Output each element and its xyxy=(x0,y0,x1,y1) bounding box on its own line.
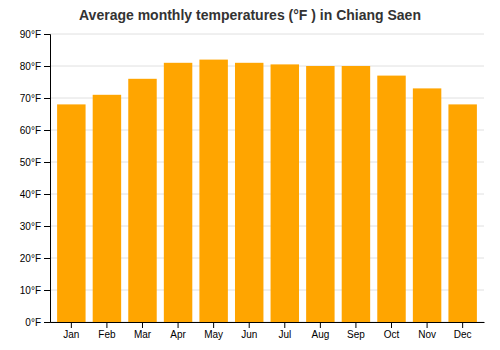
y-tick-mark xyxy=(44,162,50,163)
bar xyxy=(93,95,121,322)
y-tick-label: 20°F xyxy=(20,253,41,264)
y-tick: 90°F xyxy=(20,29,50,40)
grid-line xyxy=(50,34,484,35)
y-tick-label: 30°F xyxy=(20,221,41,232)
bars xyxy=(57,60,477,322)
x-tick-label: Jun xyxy=(241,329,257,340)
y-tick-label: 50°F xyxy=(20,157,41,168)
x-tick-mark xyxy=(71,322,72,328)
bar xyxy=(57,104,85,322)
y-tick: 30°F xyxy=(20,221,50,232)
x-tick-mark xyxy=(427,322,428,328)
bar xyxy=(235,63,263,322)
y-tick: 10°F xyxy=(20,285,50,296)
y-tick: 0°F xyxy=(25,317,50,328)
x-tick-mark xyxy=(284,322,285,328)
x-tick: Jul xyxy=(278,322,291,340)
x-tick-mark xyxy=(106,322,107,328)
x-tick-label: May xyxy=(204,329,223,340)
chart-svg: 0°F 10°F 20°F 30°F 40°F 50°F 60°F 70°F 80°F 90°F J… xyxy=(0,0,500,350)
x-axis-line xyxy=(51,322,485,323)
y-tick-mark xyxy=(44,226,50,227)
y-tick-label: 90°F xyxy=(20,29,41,40)
x-tick-label: Oct xyxy=(384,329,400,340)
x-tick-label: Nov xyxy=(418,329,436,340)
y-tick-mark xyxy=(44,194,50,195)
x-tick: Jan xyxy=(63,322,79,340)
x-tick: Nov xyxy=(418,322,436,340)
x-tick-label: Feb xyxy=(98,329,116,340)
x-tick-mark xyxy=(178,322,179,328)
grid-line xyxy=(50,66,484,67)
x-tick: Aug xyxy=(311,322,329,340)
x-tick: Apr xyxy=(170,322,186,340)
x-tick-label: Jul xyxy=(278,329,291,340)
y-tick: 40°F xyxy=(20,189,50,200)
y-tick: 70°F xyxy=(20,93,50,104)
y-tick-mark xyxy=(44,322,50,323)
y-tick-mark xyxy=(44,66,50,67)
x-tick: Sep xyxy=(347,322,365,340)
bar xyxy=(271,64,299,322)
x-tick-label: Sep xyxy=(347,329,365,340)
x-tick-mark xyxy=(391,322,392,328)
bar xyxy=(128,79,156,322)
y-tick: 60°F xyxy=(20,125,50,136)
chart-title: Average monthly temperatures (°F ) in Ch… xyxy=(79,7,421,23)
x-tick-label: Mar xyxy=(134,329,152,340)
x-tick: Jun xyxy=(241,322,257,340)
bar xyxy=(448,104,476,322)
x-axis: Jan Feb Mar Apr May Jun Jul Aug Sep Oct Nov Dec xyxy=(51,322,485,340)
bar xyxy=(342,66,370,322)
y-tick-mark xyxy=(44,290,50,291)
x-tick-mark xyxy=(249,322,250,328)
x-tick: May xyxy=(204,322,223,340)
x-tick-label: Apr xyxy=(170,329,186,340)
y-tick-label: 10°F xyxy=(20,285,41,296)
x-tick-mark xyxy=(320,322,321,328)
x-tick-mark xyxy=(142,322,143,328)
x-tick-label: Dec xyxy=(454,329,472,340)
y-tick-mark xyxy=(44,258,50,259)
y-tick: 80°F xyxy=(20,61,50,72)
y-tick-label: 80°F xyxy=(20,61,41,72)
y-tick-label: 40°F xyxy=(20,189,41,200)
y-tick: 50°F xyxy=(20,157,50,168)
bar xyxy=(164,63,192,322)
y-tick-mark xyxy=(44,34,50,35)
x-tick-label: Jan xyxy=(63,329,79,340)
bar xyxy=(199,60,227,322)
bar xyxy=(377,76,405,322)
y-axis-line xyxy=(44,35,51,323)
bar xyxy=(413,88,441,322)
chart-container: 0°F 10°F 20°F 30°F 40°F 50°F 60°F 70°F 80°F 90°F J… xyxy=(0,0,500,350)
bar xyxy=(306,66,334,322)
y-tick-mark xyxy=(44,98,50,99)
x-tick-mark xyxy=(462,322,463,328)
grid xyxy=(50,34,484,322)
x-tick-label: Aug xyxy=(311,329,329,340)
plot-area: 0°F 10°F 20°F 30°F 40°F 50°F 60°F 70°F 80°F 90°F J… xyxy=(20,29,485,340)
y-tick-label: 0°F xyxy=(25,317,41,328)
x-tick: Feb xyxy=(98,322,116,340)
x-tick: Mar xyxy=(134,322,152,340)
x-tick: Dec xyxy=(454,322,472,340)
x-tick-mark xyxy=(355,322,356,328)
x-tick-mark xyxy=(213,322,214,328)
y-tick-label: 70°F xyxy=(20,93,41,104)
y-tick-label: 60°F xyxy=(20,125,41,136)
y-tick: 20°F xyxy=(20,253,50,264)
y-tick-mark xyxy=(44,130,50,131)
y-axis: 0°F 10°F 20°F 30°F 40°F 50°F 60°F 70°F 80°F 90°F xyxy=(20,29,51,328)
x-tick: Oct xyxy=(384,322,400,340)
